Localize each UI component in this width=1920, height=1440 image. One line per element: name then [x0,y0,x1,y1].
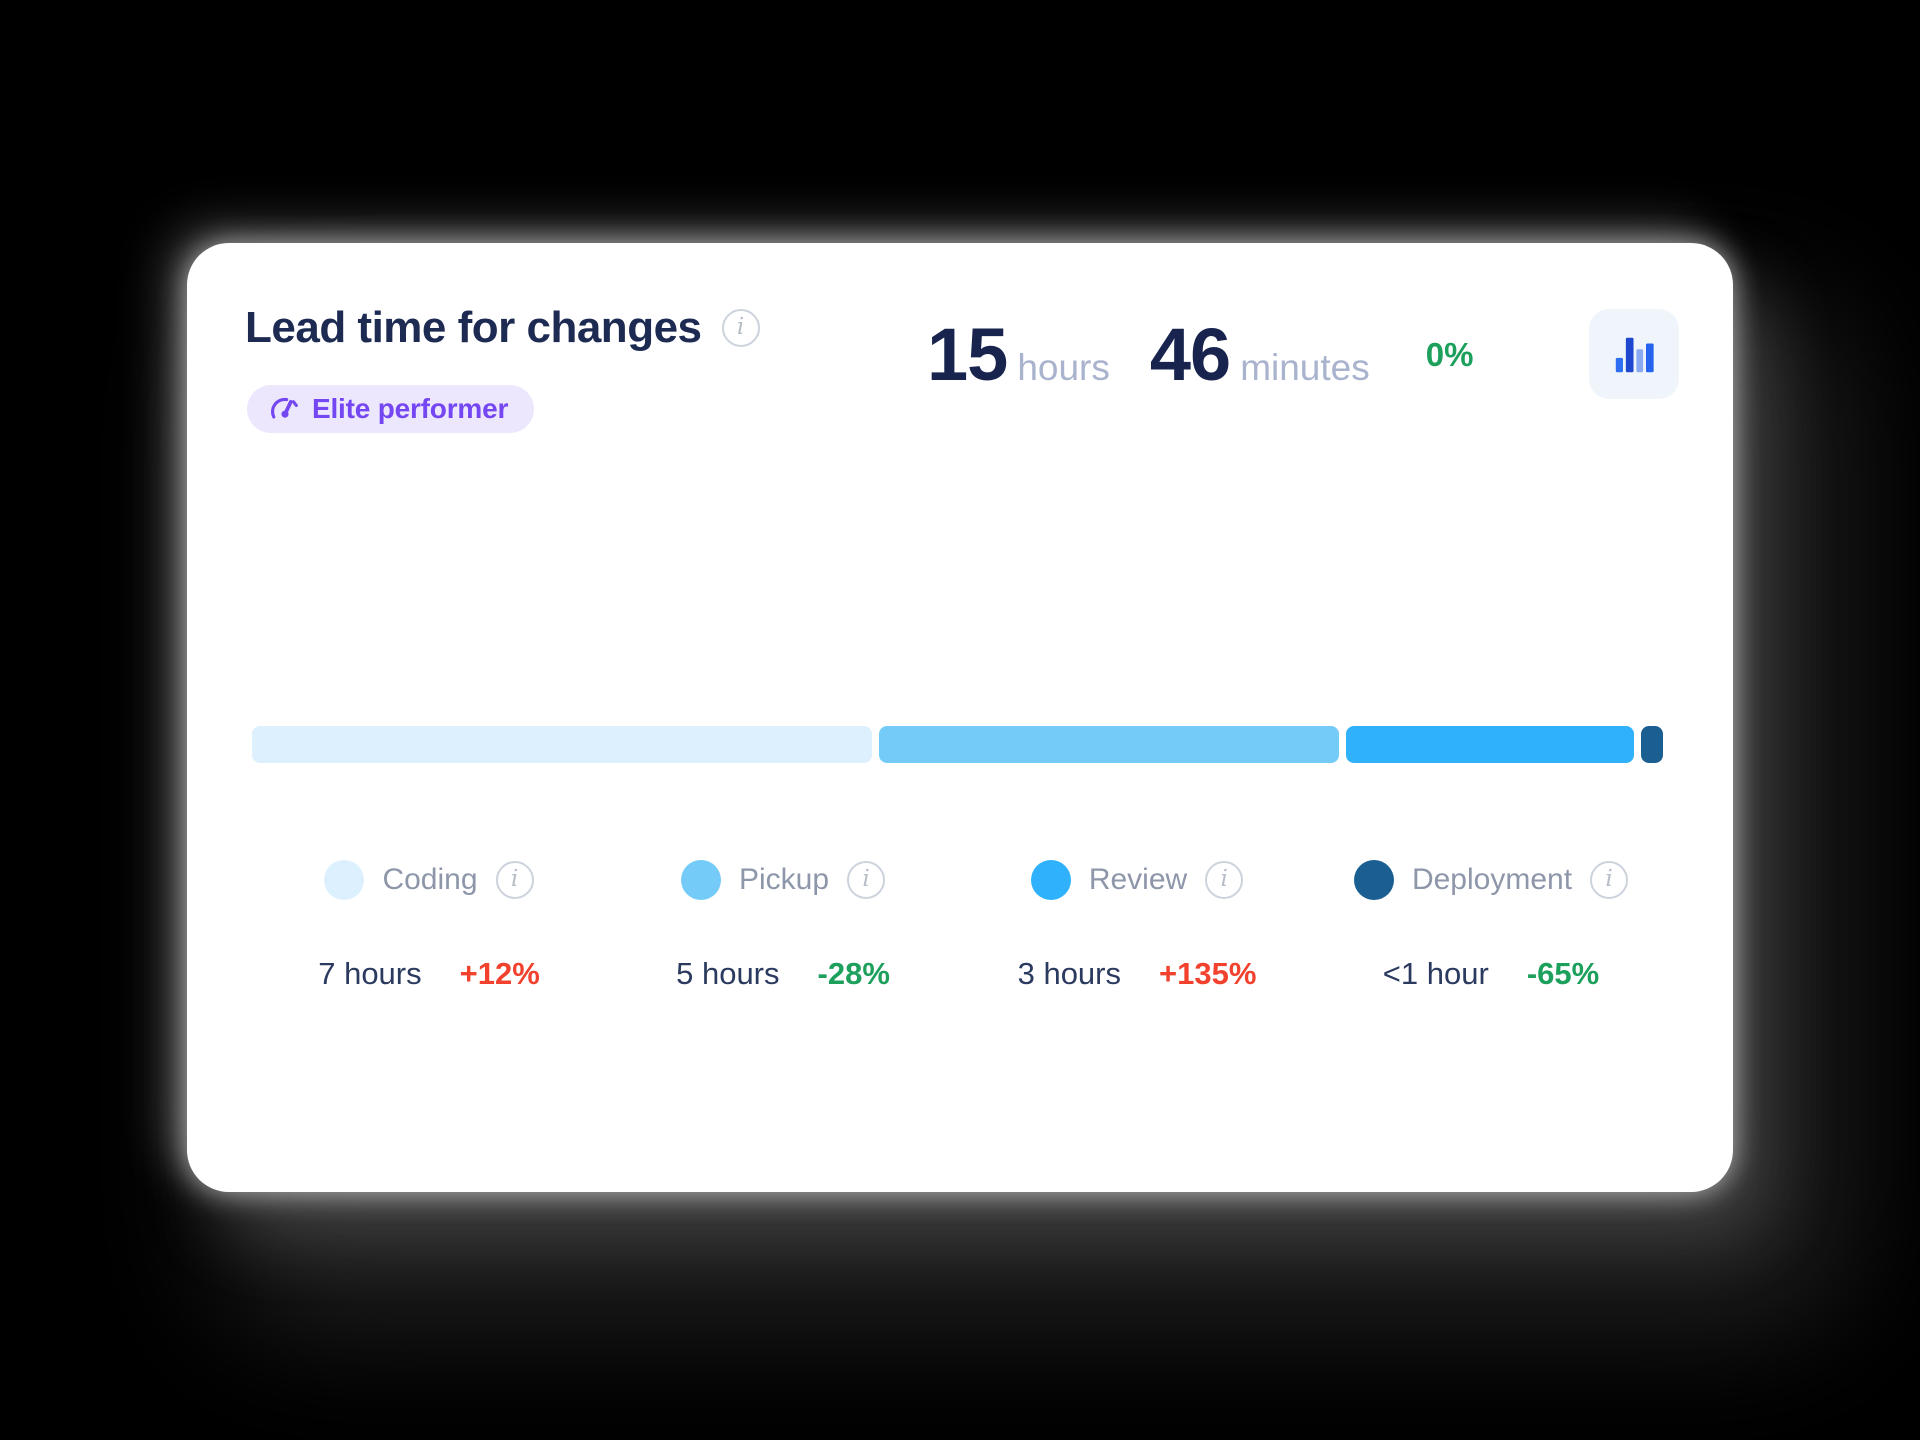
coding-info-icon[interactable]: i [495,861,534,899]
legend-label-coding: Coding [382,863,478,896]
title-info-icon[interactable]: i [721,309,760,348]
bar-segment-pickup[interactable] [878,726,1340,763]
card-header: Lead time for changes i [245,303,760,354]
info-glyph: i [862,865,870,892]
legend-item-deployment: Deployment i <1 hour -65% [1314,860,1668,992]
legend-item-review: Review i 3 hours +135% [960,860,1314,992]
info-glyph: i [1220,865,1228,892]
deployment-change: -65% [1526,956,1600,991]
coding-duration: 7 hours [318,956,422,991]
lead-time-stacked-bar [252,726,1663,763]
legend: Coding i 7 hours +12% Pickup i 5 hours -… [252,860,1668,992]
badge-label: Elite performer [312,393,509,424]
review-change: +135% [1159,956,1257,991]
review-color-dot [1030,860,1071,900]
bar-segment-coding[interactable] [252,726,872,763]
page-title: Lead time for changes [245,303,702,352]
bar-segment-deployment[interactable] [1640,726,1663,763]
performer-badge: Elite performer [247,385,535,433]
deployment-duration: <1 hour [1382,956,1489,991]
total-hours-unit: hours [1017,347,1110,388]
legend-item-pickup: Pickup i 5 hours -28% [606,860,960,992]
legend-label-pickup: Pickup [738,863,830,896]
coding-color-dot [324,860,365,900]
deployment-info-icon[interactable]: i [1590,861,1629,899]
review-duration: 3 hours [1017,956,1121,991]
deployment-color-dot [1353,860,1394,900]
info-glyph: i [510,865,519,892]
pickup-change: -28% [817,956,890,991]
gauge-icon [269,396,301,423]
legend-label-deployment: Deployment [1411,863,1573,896]
bar-chart-icon [1611,331,1657,377]
pickup-info-icon[interactable]: i [847,861,886,899]
lead-time-card: Lead time for changes i Elite performer … [187,243,1733,1192]
info-glyph: i [736,313,745,340]
bar-segment-review[interactable] [1346,726,1634,763]
total-lead-time: 15 hours 46 minutes 0% [927,309,1473,401]
total-hours-value: 15 [927,313,1008,396]
total-change-percent: 0% [1425,336,1474,373]
review-info-icon[interactable]: i [1205,861,1244,899]
info-glyph: i [1605,865,1613,892]
total-minutes-value: 46 [1149,313,1231,396]
legend-label-review: Review [1088,863,1188,896]
coding-change: +12% [459,956,540,991]
total-minutes-unit: minutes [1240,347,1370,388]
pickup-color-dot [680,860,721,900]
legend-item-coding: Coding i 7 hours +12% [252,860,606,992]
chart-toggle-button[interactable] [1589,309,1679,399]
pickup-duration: 5 hours [676,956,780,991]
